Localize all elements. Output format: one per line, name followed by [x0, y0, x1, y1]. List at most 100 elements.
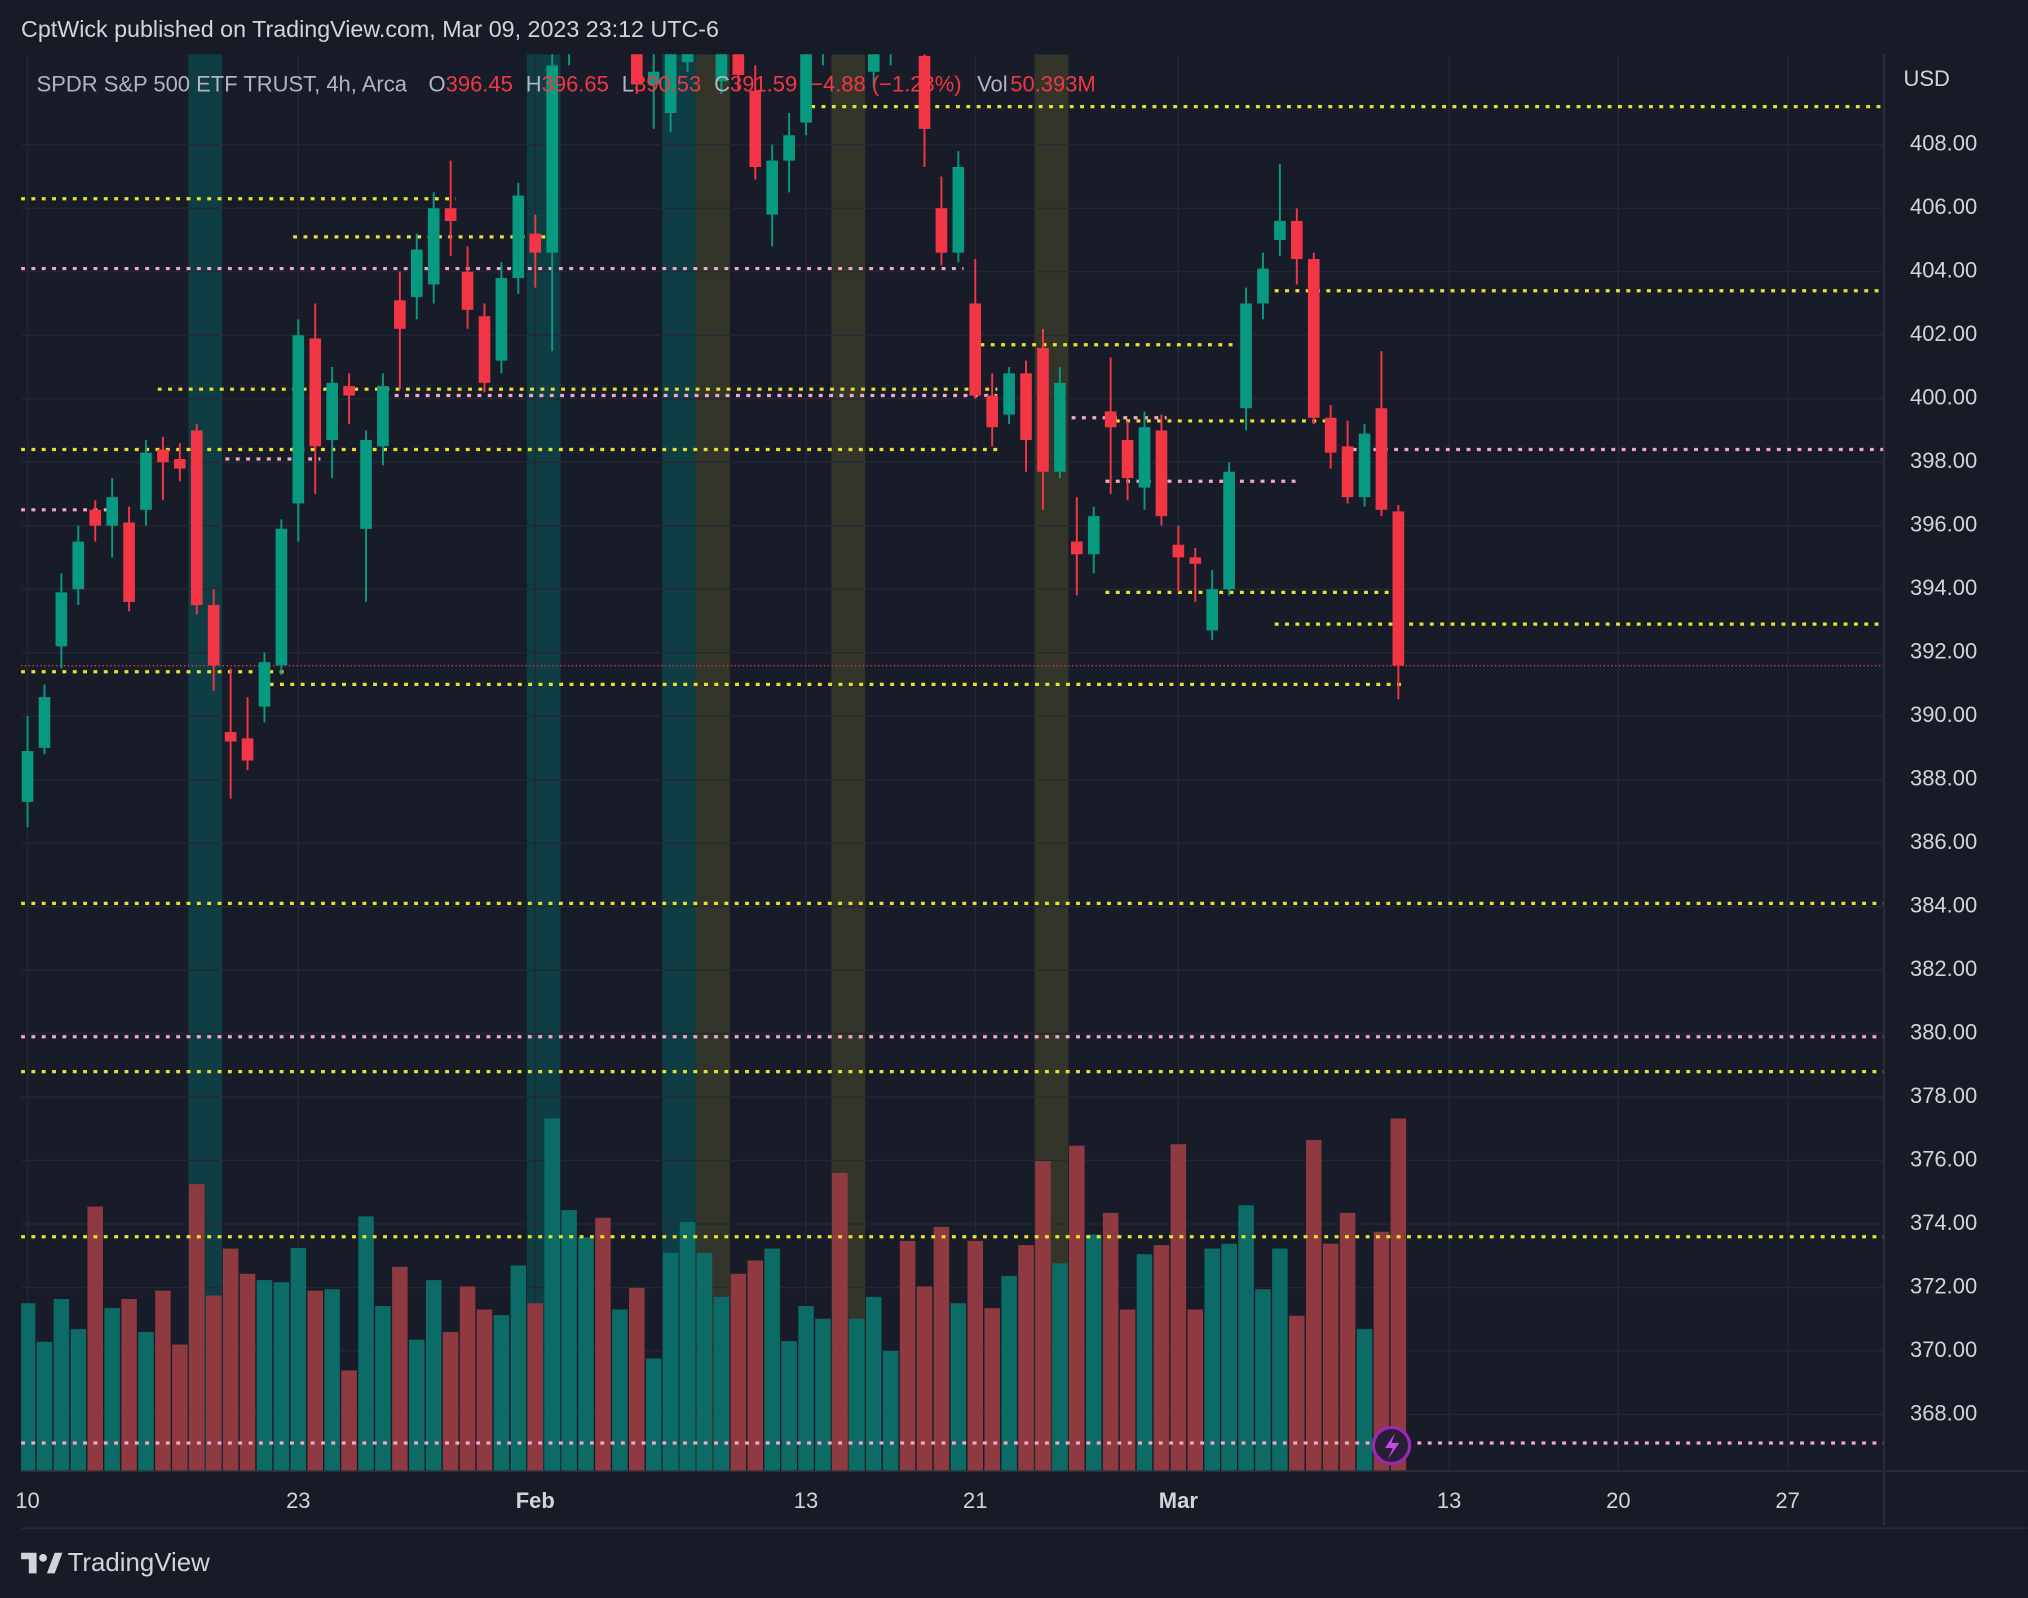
volume-bar: [222, 1248, 239, 1472]
x-tick-label: Mar: [1159, 1488, 1199, 1513]
candle-body: [766, 160, 778, 215]
volume-bar: [290, 1247, 307, 1472]
volume-bar: [679, 1221, 696, 1472]
volume-bar: [1069, 1145, 1085, 1472]
candle-body: [1290, 220, 1303, 260]
candle-body: [1172, 544, 1185, 558]
candle-body: [394, 300, 406, 329]
volume-bar: [849, 1318, 865, 1472]
y-tick-label: 408.00: [1910, 131, 1977, 156]
candles: [21, 54, 1405, 828]
x-tick-label: 27: [1775, 1488, 1799, 1513]
volume-bar: [865, 1296, 882, 1472]
ohlc-value: 396.65: [542, 71, 609, 96]
volume-bar: [189, 1184, 205, 1472]
volume-bar: [425, 1280, 442, 1472]
candle-body: [969, 303, 982, 396]
volume-bar: [36, 1341, 53, 1472]
candle-body: [1189, 557, 1202, 564]
realtime-icon: [1371, 1425, 1412, 1466]
x-tick-label: 21: [963, 1488, 987, 1513]
volume-bar: [1085, 1234, 1102, 1472]
candle-body: [529, 233, 542, 253]
volume-bar: [256, 1280, 273, 1472]
volume-bar: [1305, 1140, 1322, 1472]
volume-bar: [967, 1240, 984, 1472]
volume-bar: [544, 1118, 560, 1472]
y-tick-label: 382.00: [1910, 956, 1977, 981]
volume-bar: [1018, 1245, 1034, 1472]
y-tick-label: 380.00: [1910, 1019, 1977, 1044]
candle-body: [1104, 411, 1117, 428]
volume-bar: [645, 1358, 662, 1472]
candle-body: [157, 449, 169, 463]
volume-bar: [1356, 1329, 1373, 1472]
candle-body: [1155, 430, 1168, 517]
volume-bar: [1153, 1245, 1170, 1472]
candle-body: [55, 592, 68, 647]
volume-bar: [798, 1306, 814, 1472]
ohlc-key: H: [526, 71, 542, 96]
y-tick-label: 396.00: [1910, 511, 1977, 536]
y-tick-label: 368.00: [1910, 1400, 1977, 1425]
candle-body: [986, 395, 999, 428]
volume-bar: [442, 1331, 459, 1472]
candle-body: [123, 522, 135, 602]
ohlc-key: O: [429, 71, 446, 96]
volume-bar: [1102, 1212, 1119, 1472]
volume-bar: [1204, 1248, 1220, 1472]
logo-v: [46, 1552, 63, 1574]
candle-body: [749, 90, 762, 167]
ohlc-value: 390.53: [634, 71, 701, 96]
volume-bar: [1052, 1263, 1068, 1472]
volume-bar: [172, 1344, 188, 1472]
logo-dot: [39, 1554, 47, 1562]
candle-body: [952, 166, 965, 253]
axes: 368.00 370.00 372.00 374.00 376.00 378.00 380.…: [15, 131, 1977, 1514]
volume-bar: [1390, 1118, 1407, 1472]
volume-bar: [984, 1308, 1000, 1472]
volume-bar: [1339, 1212, 1356, 1472]
candle-body: [21, 751, 34, 802]
candle-body: [1206, 589, 1219, 631]
levels: [21, 105, 1885, 1445]
candle-body: [377, 386, 389, 447]
volume-bar: [155, 1290, 171, 1472]
volume-bar: [409, 1339, 425, 1472]
candle-body: [343, 386, 355, 396]
candle-body: [800, 54, 812, 123]
volume-bar: [1373, 1231, 1390, 1472]
volume-bar: [832, 1172, 848, 1472]
candle-body: [1121, 439, 1134, 479]
legend: SPDR S&P 500 ETF TRUST, 4h, Arca O396.45…: [37, 71, 1096, 96]
candle-body: [309, 338, 322, 447]
candle-body: [495, 278, 508, 361]
volume-bar: [307, 1290, 323, 1472]
candle-body: [224, 732, 237, 742]
y-tick-label: 394.00: [1910, 575, 1977, 600]
volume-key: Vol: [977, 71, 1008, 96]
candle-body: [512, 195, 525, 279]
candle-body: [410, 249, 423, 298]
volume-bar: [1001, 1275, 1017, 1472]
ohlc-value: 391.59: [730, 71, 797, 96]
candle-body: [867, 54, 880, 72]
candle-body: [89, 509, 102, 526]
candle-body: [1087, 516, 1100, 555]
candle-body: [647, 71, 660, 85]
volume-bar: [1322, 1243, 1339, 1472]
volume-bar: [1272, 1248, 1288, 1472]
y-tick-label: 392.00: [1910, 638, 1977, 663]
volume-bar: [662, 1252, 679, 1472]
change: −4.88 (−1.23%): [810, 71, 961, 96]
x-tick-label: 20: [1606, 1488, 1630, 1513]
volume-bar: [730, 1273, 747, 1472]
volume-bar: [493, 1315, 510, 1472]
volume: [21, 1118, 1407, 1472]
candle-body: [783, 135, 795, 161]
candle-body: [140, 452, 152, 510]
volume-bar: [70, 1329, 87, 1472]
x-tick-label: 13: [794, 1488, 818, 1513]
candle-body: [1223, 471, 1235, 590]
x-tick-label: 10: [15, 1488, 39, 1513]
